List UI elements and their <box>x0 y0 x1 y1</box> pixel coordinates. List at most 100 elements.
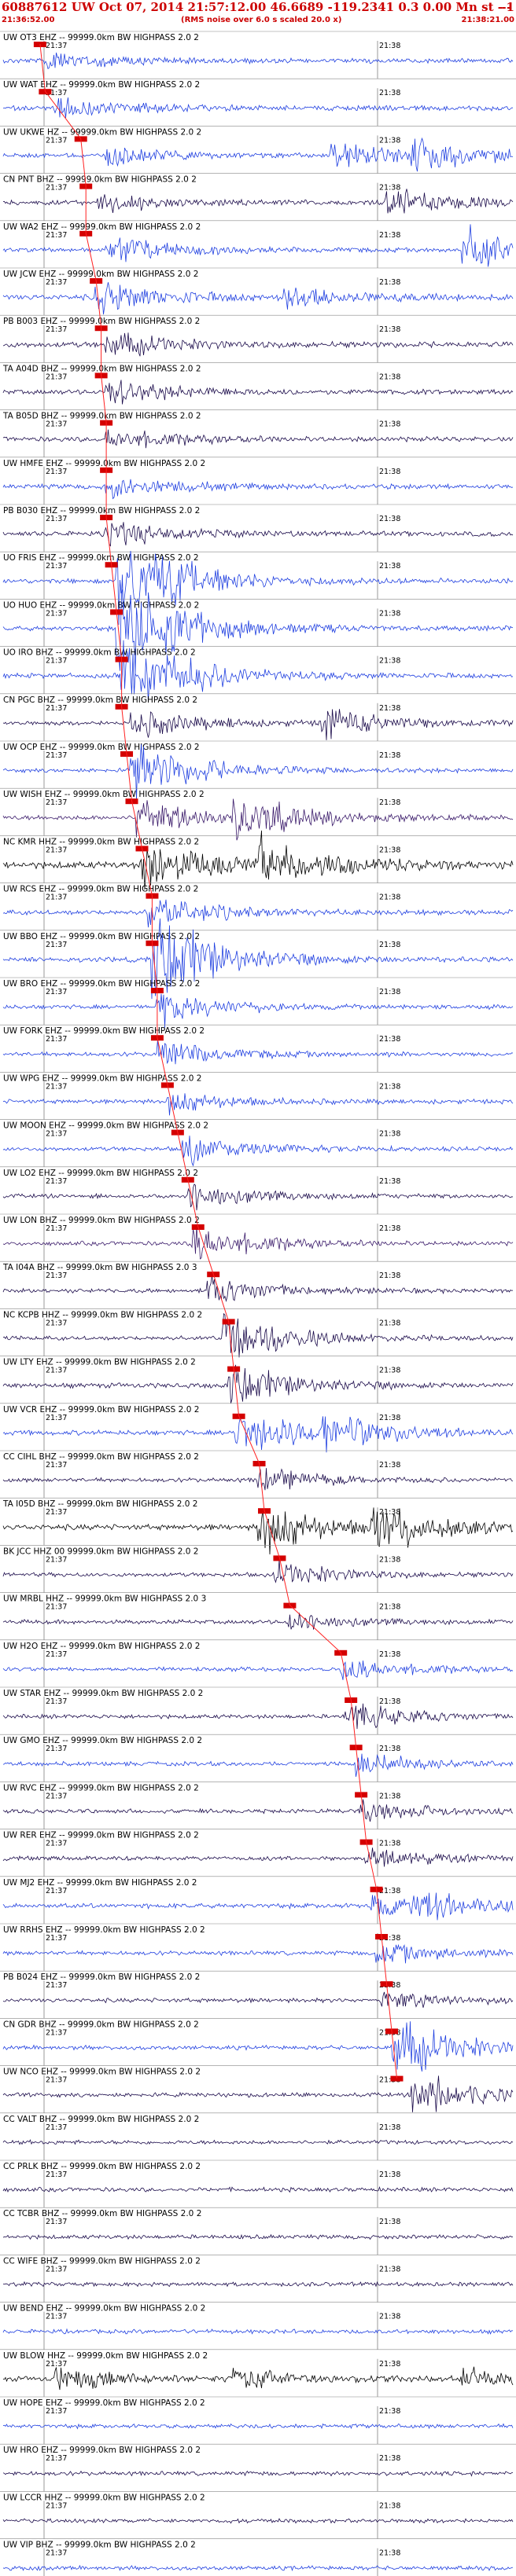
waveform <box>2 1136 514 1167</box>
trace-51: UW HRO EHZ -- 99999.0km BW HIGHPASS 2.0 … <box>0 2443 516 2492</box>
time-mark: 21:37 <box>46 184 67 193</box>
time-mark: 21:37 <box>46 1319 67 1327</box>
time-mark: 21:37 <box>46 1177 67 1186</box>
trace-43: UW NCO EHZ -- 99999.0km BW HIGHPASS 2.0 … <box>0 2065 516 2113</box>
time-mark: 21:38 <box>379 609 400 618</box>
station-label: UW WA2 EHZ -- 99999.0km BW HIGHPASS 2.0 … <box>3 222 201 232</box>
event-title: 60887612 UW Oct 07, 2014 21:57:12.00 46.… <box>2 0 516 14</box>
end-time: 21:38:21.00 <box>461 16 514 24</box>
trace-17: NC KMR HHZ -- 99999.0km BW HIGHPASS 2.0 … <box>0 830 516 890</box>
time-mark: 21:37 <box>46 1840 67 1848</box>
trace-53: UW VIP BHZ -- 99999.0km BW HIGHPASS 2.0 … <box>0 2538 516 2576</box>
station-label: UO HUO EHZ -- 99999.0km BW HIGHPASS 2.0 … <box>3 600 199 610</box>
station-label: UW WAT EHZ -- 99999.0km BW HIGHPASS 2.0 … <box>3 80 200 90</box>
time-mark: 21:38 <box>379 1271 400 1280</box>
time-mark: 21:38 <box>379 751 400 760</box>
time-mark: 21:38 <box>379 1555 400 1564</box>
waveform <box>2 97 514 119</box>
waveform <box>2 1225 514 1260</box>
station-label: CC WIFE BHZ -- 99999.0km BW HIGHPASS 2.0… <box>3 2256 201 2266</box>
station-label: CC TCBR BHZ -- 99999.0km BW HIGHPASS 2.0… <box>3 2209 201 2218</box>
station-label: UW WISH EHZ -- 99999.0km BW HIGHPASS 2.0… <box>3 790 205 799</box>
station-label: UW MRBL HHZ -- 99999.0km BW HIGHPASS 2.0… <box>3 1594 206 1604</box>
trace-20: UW BRO EHZ -- 99999.0km BW HIGHPASS 2.0 … <box>0 977 516 1029</box>
time-mark: 21:38 <box>379 1461 400 1470</box>
waveform <box>2 380 514 405</box>
trace-33: UW MRBL HHZ -- 99999.0km BW HIGHPASS 2.0… <box>0 1592 516 1640</box>
time-mark: 21:37 <box>46 1555 67 1564</box>
station-label: PB B030 EHZ -- 99999.0km BW HIGHPASS 2.0… <box>3 506 200 516</box>
time-mark: 21:37 <box>46 2265 67 2273</box>
trace-22: UW WPG EHZ -- 99999.0km BW HIGHPASS 2.0 … <box>0 1072 516 1120</box>
trace-45: CC PRLK BHZ -- 99999.0km BW HIGHPASS 2.0… <box>0 2160 516 2208</box>
station-label: PB B024 EHZ -- 99999.0km BW HIGHPASS 2.0… <box>3 1972 200 1982</box>
waveform <box>2 2075 514 2112</box>
moveout-line <box>39 43 397 2079</box>
pick-marker <box>390 2075 404 2082</box>
time-mark: 21:38 <box>379 42 400 50</box>
trace-30: CC CIHL BHZ -- 99999.0km BW HIGHPASS 2.0… <box>0 1450 516 1499</box>
station-label: UW OT3 EHZ -- 99999.0km BW HIGHPASS 2.0 … <box>3 33 199 42</box>
time-mark: 21:37 <box>46 704 67 713</box>
time-mark: 21:37 <box>46 562 67 571</box>
time-mark: 21:38 <box>379 1840 400 1848</box>
waveform <box>2 1507 514 1555</box>
time-mark: 21:38 <box>379 894 400 902</box>
waveform <box>2 2328 514 2335</box>
station-label: UW H2O EHZ -- 99999.0km BW HIGHPASS 2.0 … <box>3 1642 200 1651</box>
station-label: UW BEND EHZ -- 99999.0km BW HIGHPASS 2.0… <box>3 2304 205 2314</box>
waveform <box>2 1312 514 1358</box>
trace-27: NC KCPB HHZ -- 99999.0km BW HIGHPASS 2.0… <box>0 1308 516 1358</box>
waveform <box>2 2139 514 2145</box>
time-mark: 21:37 <box>46 372 67 381</box>
waveform <box>2 1799 514 1822</box>
station-label: UW HMFE EHZ -- 99999.0km BW HIGHPASS 2.0… <box>3 459 205 468</box>
station-label: UW JCW EHZ -- 99999.0km BW HIGHPASS 2.0 … <box>3 270 198 279</box>
station-label: UW GMO EHZ -- 99999.0km BW HIGHPASS 2.0 … <box>3 1736 202 1745</box>
time-mark: 21:38 <box>379 2549 400 2558</box>
time-mark: 21:38 <box>379 2454 400 2463</box>
time-mark: 21:38 <box>379 420 400 429</box>
trace-42: CN GDR BHZ -- 99999.0km BW HIGHPASS 2.0 … <box>0 2018 516 2072</box>
waveform <box>2 282 514 315</box>
time-mark: 21:38 <box>379 1130 400 1139</box>
trace-5: UW JCW EHZ -- 99999.0km BW HIGHPASS 2.0 … <box>0 267 516 316</box>
time-mark: 21:37 <box>46 941 67 949</box>
time-mark: 21:37 <box>46 1224 67 1233</box>
time-mark: 21:38 <box>379 1650 400 1659</box>
trace-46: CC TCBR BHZ -- 99999.0km BW HIGHPASS 2.0… <box>0 2207 516 2255</box>
time-mark: 21:37 <box>46 2171 67 2179</box>
time-mark: 21:38 <box>379 988 400 996</box>
waveform <box>2 574 514 674</box>
time-mark: 21:37 <box>46 657 67 666</box>
trace-21: UW FORK EHZ -- 99999.0km BW HIGHPASS 2.0… <box>0 1024 516 1073</box>
time-mark: 21:37 <box>46 1603 67 1612</box>
station-label: CN PNT BHZ -- 99999.0km BW HIGHPASS 2.0 … <box>3 175 197 185</box>
trace-50: UW HOPE EHZ -- 99999.0km BW HIGHPASS 2.0… <box>0 2396 516 2445</box>
time-mark: 21:37 <box>46 1461 67 1470</box>
waveform <box>2 2470 514 2477</box>
time-mark: 21:38 <box>379 1934 400 1943</box>
waveform <box>2 1183 514 1211</box>
time-mark: 21:37 <box>46 1697 67 1706</box>
time-mark: 21:37 <box>46 1745 67 1753</box>
waveform <box>2 744 514 801</box>
time-mark: 21:37 <box>46 1130 67 1139</box>
time-mark: 21:38 <box>379 1887 400 1895</box>
time-mark: 21:37 <box>46 136 67 145</box>
start-time: 21:36:52.00 <box>2 16 55 24</box>
waveform <box>2 1943 514 1964</box>
station-label: TA B05D BHZ -- 99999.0km BW HIGHPASS 2.0… <box>2 412 201 421</box>
station-label: CC CIHL BHZ -- 99999.0km BW HIGHPASS 2.0… <box>3 1452 199 1462</box>
trace-38: UW RER EHZ -- 99999.0km BW HIGHPASS 2.0 … <box>0 1829 516 1877</box>
waveform <box>2 798 514 841</box>
station-label: TA I04A BHZ -- 99999.0km BW HIGHPASS 2.0… <box>2 1263 197 1272</box>
trace-0: UW OT3 EHZ -- 99999.0km BW HIGHPASS 2.0 … <box>0 31 516 79</box>
waveform <box>2 1039 514 1065</box>
waveform <box>2 1275 514 1302</box>
time-mark: 21:38 <box>379 231 400 240</box>
station-label: UW MJ2 EHZ -- 99999.0km BW HIGHPASS 2.0 … <box>3 1878 197 1888</box>
trace-12: UO HUO EHZ -- 99999.0km BW HIGHPASS 2.0 … <box>0 574 516 674</box>
waveform <box>2 2281 514 2288</box>
